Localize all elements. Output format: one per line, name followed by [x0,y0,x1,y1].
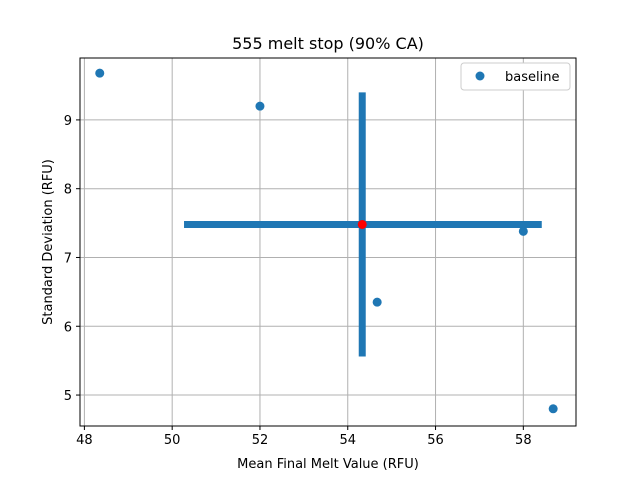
legend: baseline [460,62,571,91]
mean-point [357,219,367,229]
legend-marker [475,71,485,81]
y-axis-label: Standard Deviation (RFU) [41,159,56,325]
x-tick-label: 48 [76,433,93,448]
x-axis-ticks: 48 50 52 54 56 58 [76,426,532,448]
chart-title: 555 melt stop (90% CA) [232,34,424,53]
grid [80,58,576,426]
y-tick-label: 5 [64,389,72,404]
data-point-baseline [372,297,382,307]
x-tick-label: 56 [427,433,444,448]
y-tick-label: 8 [64,183,72,198]
y-axis-ticks: 5 6 7 8 9 [64,114,80,404]
y-tick-label: 9 [64,114,72,129]
x-tick-label: 52 [252,433,269,448]
x-tick-label: 54 [339,433,356,448]
y-tick-label: 6 [64,320,72,335]
x-tick-label: 58 [515,433,532,448]
x-tick-label: 50 [164,433,181,448]
legend-label-baseline: baseline [505,70,559,85]
data-point-baseline [95,68,105,78]
data-point-baseline [255,101,265,111]
data-point-baseline [548,404,558,414]
data-points [95,68,558,414]
plot-frame [79,57,577,427]
legend-box [460,62,571,91]
x-axis-label: Mean Final Melt Value (RFU) [237,457,419,472]
data-point-baseline [518,226,528,236]
y-tick-label: 7 [64,251,72,266]
